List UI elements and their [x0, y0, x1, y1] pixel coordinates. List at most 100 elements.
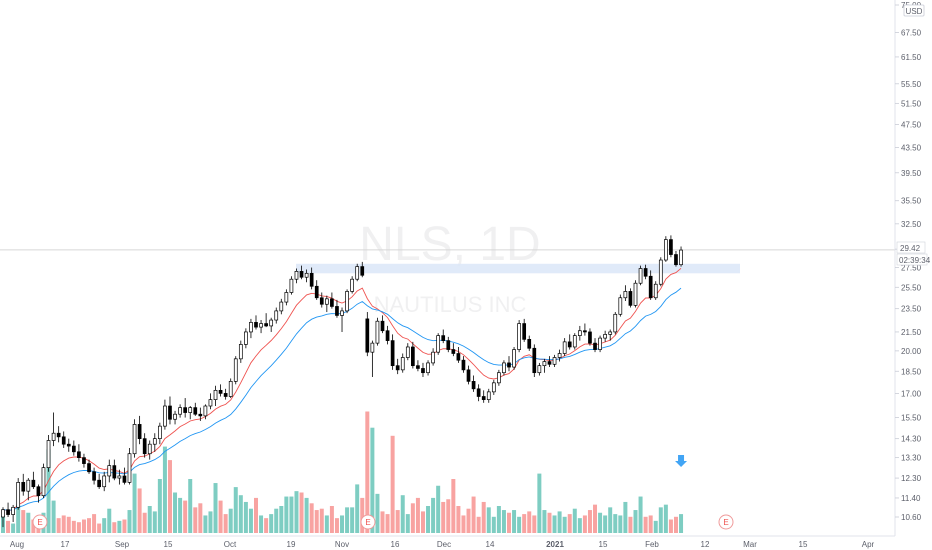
- price-tick-label: 39.50: [901, 169, 922, 178]
- volume-bar: [451, 479, 456, 533]
- volume-bar: [142, 512, 147, 533]
- volume-bar: [127, 510, 132, 533]
- candle-body: [178, 407, 182, 415]
- time-tick-label: Feb: [645, 540, 659, 549]
- candle: [259, 320, 263, 334]
- candle: [623, 285, 628, 301]
- candle-body: [527, 339, 532, 349]
- volume-bar: [294, 491, 299, 533]
- candle-body: [365, 318, 370, 353]
- candle-body: [623, 291, 628, 299]
- candle-body: [577, 330, 582, 336]
- candle-body: [360, 266, 365, 276]
- watermark-company: NAUTILUS INC: [374, 292, 527, 317]
- candle-body: [233, 358, 238, 382]
- candle: [178, 404, 182, 418]
- candle: [593, 338, 597, 353]
- candle-body: [82, 457, 86, 464]
- candle-body: [400, 357, 405, 371]
- candle-body: [598, 337, 602, 350]
- volume-bar: [112, 522, 117, 533]
- volume-bar: [340, 515, 345, 533]
- volume-bar: [198, 503, 203, 533]
- candle: [507, 356, 511, 372]
- time-tick-label: 15: [799, 540, 808, 549]
- candle-body: [61, 436, 66, 445]
- candle-body: [431, 351, 435, 364]
- last-price-value: 29.42: [900, 244, 921, 253]
- candle: [213, 385, 218, 407]
- candle-body: [421, 368, 425, 374]
- volume-bar: [593, 504, 598, 533]
- candle-body: [522, 323, 527, 340]
- candle: [547, 356, 552, 368]
- volume-bar: [66, 516, 71, 533]
- candle-body: [198, 413, 203, 417]
- candle: [299, 265, 304, 280]
- time-tick-label: Apr: [862, 540, 875, 549]
- candle-body: [370, 342, 375, 353]
- candle: [471, 375, 476, 392]
- earnings-marker[interactable]: E: [718, 514, 734, 530]
- volume-bar: [567, 514, 572, 533]
- price-tick-label: 21.50: [901, 328, 922, 337]
- candle-body: [532, 347, 537, 374]
- candle-body: [279, 301, 284, 312]
- volume-bar: [426, 506, 431, 533]
- candle-body: [324, 298, 329, 305]
- candle-body: [193, 407, 198, 415]
- candle: [638, 265, 643, 286]
- candle: [456, 346, 461, 363]
- earnings-marker[interactable]: E: [32, 514, 48, 530]
- volume-bar: [633, 510, 638, 533]
- candle: [481, 390, 486, 403]
- candle-body: [213, 389, 218, 400]
- candle-body: [11, 506, 15, 515]
- time-tick-label: 16: [391, 540, 400, 549]
- volume-bar: [517, 516, 522, 533]
- candle: [249, 318, 253, 339]
- candle-body: [223, 393, 228, 397]
- candle-body: [228, 381, 233, 397]
- volume-bar: [370, 427, 375, 533]
- volume-bar: [193, 507, 198, 533]
- candle: [360, 261, 365, 278]
- time-tick-label: 14: [486, 540, 495, 549]
- earnings-circle-icon: [360, 514, 376, 530]
- candle: [11, 504, 15, 522]
- volume-bar: [264, 518, 269, 533]
- candle: [66, 438, 71, 452]
- currency-badge[interactable]: [903, 4, 925, 17]
- candle-body: [330, 298, 334, 307]
- earnings-marker[interactable]: E: [360, 514, 376, 530]
- candle: [77, 444, 81, 462]
- candle: [198, 407, 203, 421]
- candle: [355, 263, 360, 282]
- candle-body: [608, 331, 613, 335]
- volume-bar: [496, 506, 501, 533]
- candle: [188, 406, 193, 420]
- price-tick-label: 35.50: [901, 197, 922, 206]
- candle: [522, 318, 527, 342]
- candle-body: [66, 443, 71, 447]
- volume-bar: [512, 510, 517, 533]
- volume-bar: [51, 500, 56, 533]
- candle: [583, 323, 587, 336]
- volume-bar: [461, 515, 466, 533]
- candle: [491, 379, 496, 395]
- candle: [132, 419, 137, 458]
- time-tick-label: Sep: [115, 540, 130, 549]
- volume-bar: [598, 512, 603, 533]
- candle-body: [274, 310, 279, 321]
- candle: [168, 396, 172, 425]
- candle-body: [648, 275, 653, 299]
- candle: [36, 484, 41, 503]
- candle-body: [385, 330, 390, 341]
- volume-bar: [446, 499, 451, 533]
- time-tick-label: 2021: [546, 540, 564, 549]
- candle-body: [441, 335, 446, 341]
- candle-body: [249, 322, 253, 333]
- candle: [127, 447, 132, 485]
- candle: [26, 478, 31, 501]
